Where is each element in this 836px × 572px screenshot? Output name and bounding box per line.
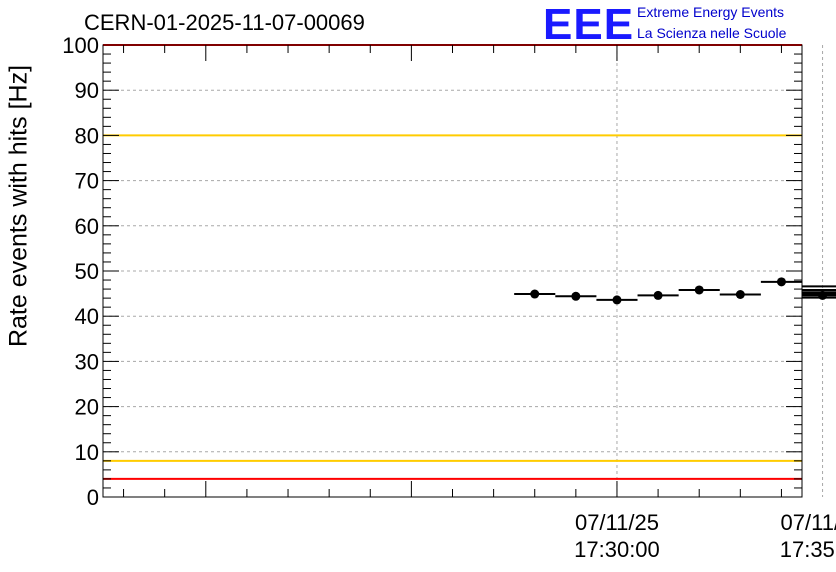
y-tick-label: 40 bbox=[75, 304, 99, 329]
y-tick-label: 0 bbox=[87, 485, 99, 510]
data-point bbox=[530, 289, 540, 299]
logo-line-2: La Scienza nelle Scuole bbox=[637, 25, 787, 41]
grid-layer bbox=[103, 45, 824, 497]
data-point bbox=[612, 295, 622, 305]
y-tick-label: 10 bbox=[75, 440, 99, 465]
x-tick-time: 17:30:00 bbox=[574, 537, 660, 562]
data-point bbox=[571, 291, 581, 301]
axes: 010203040506070809010007/11/2517:30:0007… bbox=[62, 33, 836, 562]
data-point bbox=[694, 285, 704, 295]
y-tick-label: 60 bbox=[75, 214, 99, 239]
y-tick-label: 100 bbox=[62, 33, 99, 58]
y-axis-label: Rate events with hits [Hz] bbox=[4, 64, 33, 348]
x-tick-date: 07/11/25 bbox=[781, 510, 836, 535]
logo-line-1: Extreme Energy Events bbox=[637, 4, 785, 20]
y-tick-label: 90 bbox=[75, 78, 99, 103]
data-point bbox=[776, 277, 786, 287]
x-tick-time: 17:35:00 bbox=[780, 537, 836, 562]
reference-lines bbox=[103, 44, 802, 480]
x-tick-date: 07/11/25 bbox=[575, 510, 659, 535]
chart-title: CERN-01-2025-11-07-00069 bbox=[84, 10, 365, 35]
data-point bbox=[653, 290, 663, 300]
y-tick-label: 70 bbox=[75, 169, 99, 194]
eee-logo-mark: EEE bbox=[543, 0, 635, 49]
data-series bbox=[514, 277, 836, 305]
y-tick-label: 80 bbox=[75, 123, 99, 148]
y-tick-label: 50 bbox=[75, 259, 99, 284]
y-tick-label: 20 bbox=[75, 395, 99, 420]
data-point bbox=[735, 290, 745, 300]
y-tick-label: 30 bbox=[75, 349, 99, 374]
